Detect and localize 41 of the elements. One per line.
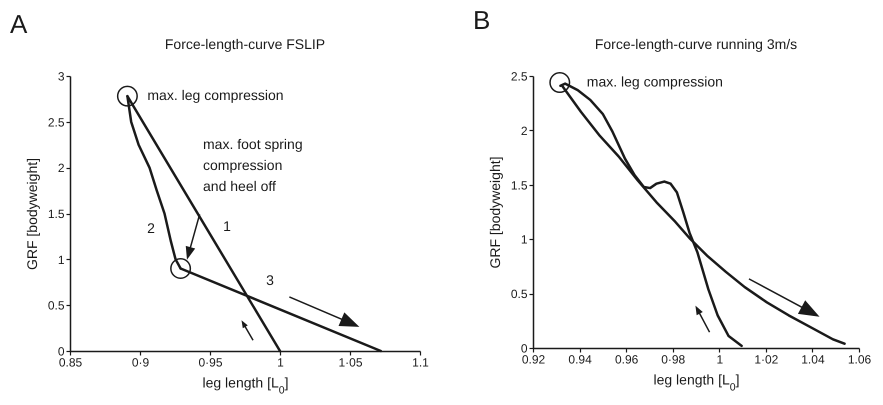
text: A: [10, 9, 28, 39]
text: B: [473, 5, 490, 35]
y-tick-label: 2: [520, 124, 528, 138]
x-tick-label: 1·05: [338, 356, 363, 370]
x-tick-label: 1: [277, 356, 284, 370]
x-tick-label: 1.1: [412, 356, 430, 370]
y-tick-label: 0.5: [510, 287, 528, 302]
x-tick-label: 0·9: [132, 356, 150, 370]
x-axis-title: leg length [L$_{0}$]: [653, 372, 740, 394]
x-tick-label: 1.04: [801, 352, 825, 366]
x-axis-title: leg length [L$_{0}$]: [202, 374, 289, 396]
y-tick-label: 3: [58, 70, 65, 84]
x-tick-label: 0.85: [58, 356, 82, 370]
x-tick-label: 1·02: [754, 352, 779, 366]
y-tick-label: 0.5: [48, 298, 65, 313]
chart-title: Force-length-curve FSLIP: [164, 36, 326, 52]
y-axis-title: GRF [bodyweight]: [486, 156, 503, 269]
x-tick-label: 0·98: [661, 352, 686, 366]
y-tick-label: 0: [520, 342, 528, 356]
annotation: 1: [223, 218, 232, 234]
y-tick-label: 0: [58, 344, 65, 358]
x-tick-label: 0.94: [568, 352, 592, 366]
y-tick-label: 2.5: [48, 115, 65, 130]
x-tick-label: 0.92: [522, 352, 546, 366]
y-tick-label: 1.5: [48, 207, 65, 221]
x-tick-label: 1: [716, 352, 724, 366]
x-tick-label: 1.06: [848, 352, 872, 366]
annotation: max. foot spring compression and heel off: [203, 136, 303, 194]
y-axis-title: GRF [bodyweight]: [24, 158, 40, 270]
x-tick-label: 0·95: [198, 356, 223, 370]
x-tick-label: 0.96: [614, 352, 639, 366]
y-tick-label: 2: [58, 161, 65, 176]
y-tick-label: 1.5: [510, 178, 528, 192]
annotation: max. leg compression: [147, 87, 284, 104]
y-tick-label: 1: [520, 232, 528, 247]
y-tick-label: 1: [58, 252, 65, 267]
y-tick-label: 2.5: [510, 70, 528, 84]
annotation: max. leg compression: [586, 74, 723, 90]
annotation: 2: [147, 220, 156, 236]
annotation: 3: [266, 272, 274, 288]
chart-title: Force-length-curve running 3m/s: [594, 36, 798, 52]
